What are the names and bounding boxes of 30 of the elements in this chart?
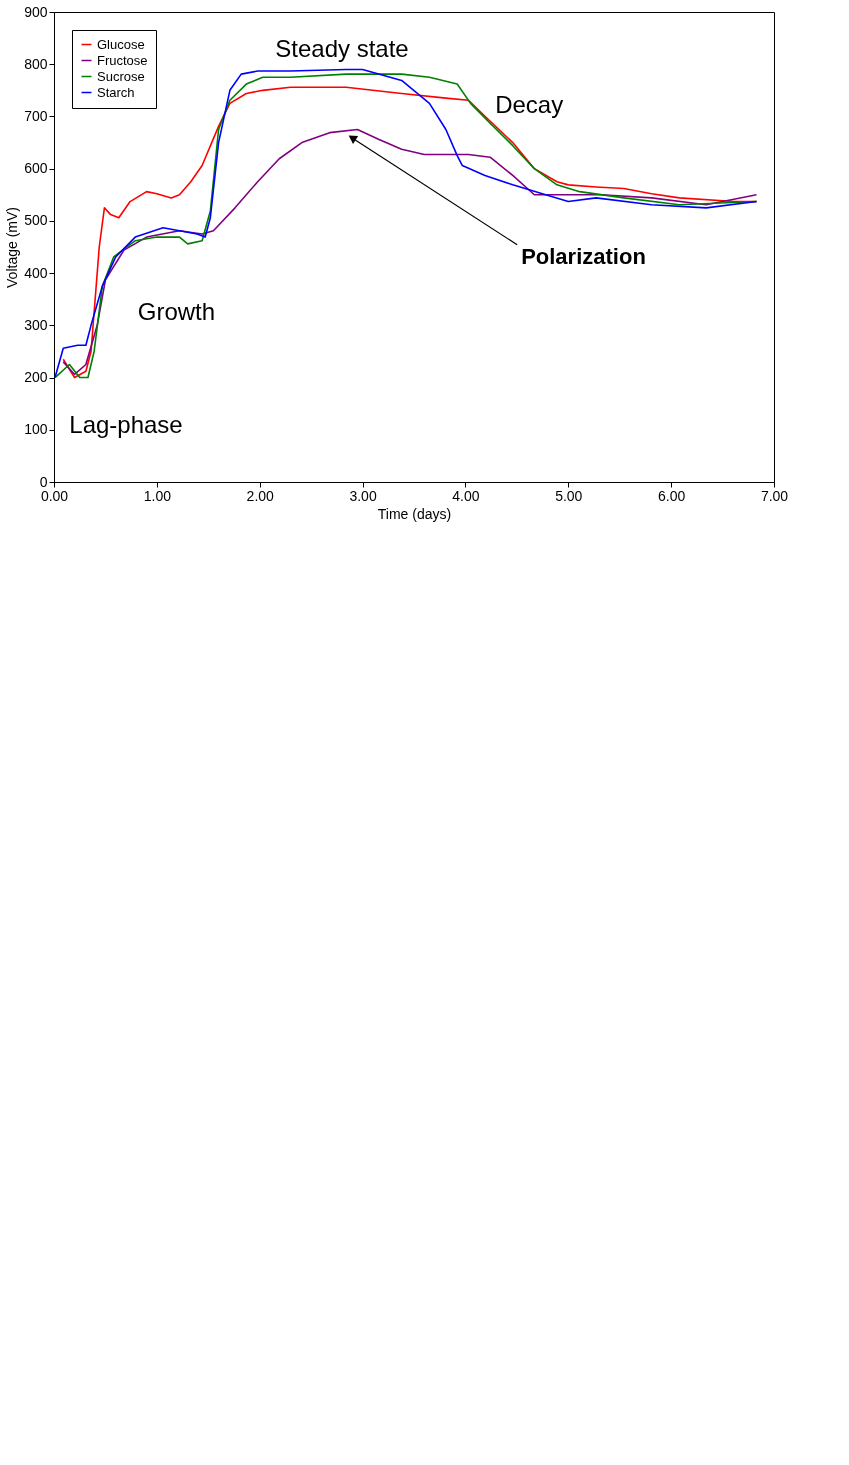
x-tick-label: 2.00 <box>246 487 275 504</box>
y-axis-title: Voltage (mV) <box>4 207 21 288</box>
annotation: Growth <box>137 297 216 325</box>
annotation: Decay <box>495 91 564 118</box>
legend-label: Sucrose <box>97 68 145 84</box>
legend-label: Fructose <box>97 52 148 68</box>
y-tick-label: 200 <box>24 369 48 386</box>
y-tick-label: 700 <box>24 107 48 124</box>
annotation: Lag-phase <box>69 410 183 438</box>
x-tick-label: 4.00 <box>452 487 480 504</box>
x-tick-label: 6.00 <box>658 487 686 504</box>
x-tick-label: 7.00 <box>760 487 789 504</box>
x-axis-title: Time (days) <box>377 505 452 522</box>
x-tick-label: 0.00 <box>40 487 69 504</box>
y-tick-label: 600 <box>24 160 48 177</box>
legend-label: Starch <box>97 84 135 100</box>
x-tick-label: 5.00 <box>555 487 583 504</box>
annotation: Steady state <box>275 34 409 62</box>
legend-label: Glucose <box>97 36 145 52</box>
y-tick-label: 0 <box>39 473 48 490</box>
y-tick-label: 500 <box>24 212 48 229</box>
y-tick-label: 100 <box>24 421 48 438</box>
y-tick-label: 800 <box>24 55 48 72</box>
x-tick-label: 3.00 <box>349 487 377 504</box>
line-series <box>62 128 758 376</box>
y-tick-label: 400 <box>24 264 48 281</box>
x-tick-label: 1.00 <box>143 487 172 504</box>
annotation: Polarization <box>521 243 646 269</box>
y-tick-label: 900 <box>24 3 48 20</box>
y-tick-label: 300 <box>24 316 48 333</box>
